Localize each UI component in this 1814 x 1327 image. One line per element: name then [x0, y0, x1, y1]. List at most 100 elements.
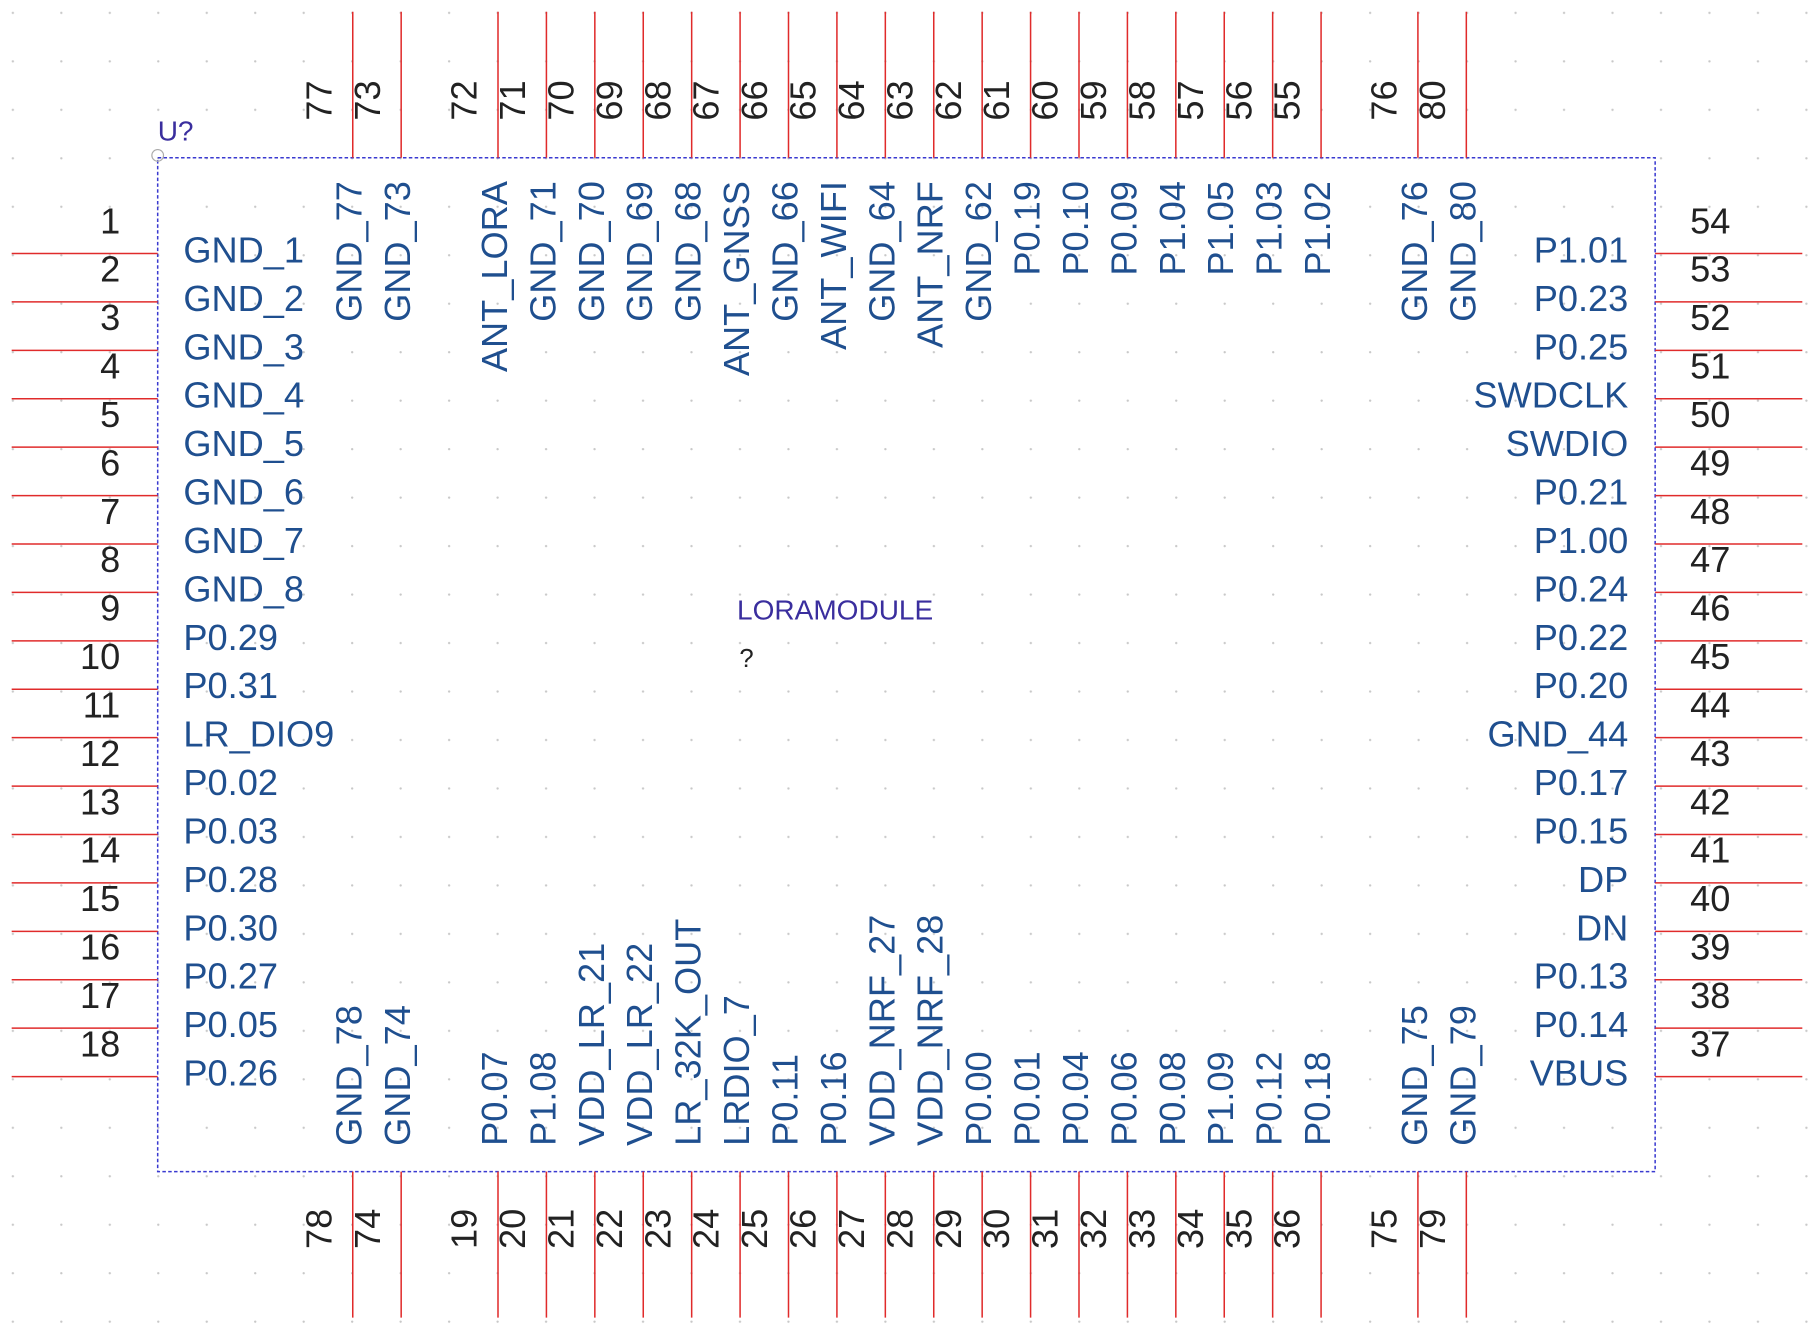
pin-name: P0.02: [183, 762, 278, 803]
pin-number: 72: [444, 80, 485, 120]
pin-name: P1.04: [1152, 181, 1193, 276]
pin-name: P0.05: [183, 1004, 278, 1045]
pin-number: 46: [1690, 588, 1730, 629]
pin-name: P1.05: [1200, 181, 1241, 276]
pin-number: 50: [1690, 394, 1730, 435]
pin-name: GND_7: [183, 520, 304, 561]
pin-name: SWDCLK: [1473, 375, 1628, 416]
pin-name: P0.24: [1534, 568, 1629, 609]
pin-number: 66: [734, 80, 775, 120]
pin-name: P0.29: [183, 617, 278, 658]
pin-name: GND_44: [1487, 714, 1628, 755]
pin-number: 71: [492, 80, 533, 120]
pin-number: 22: [589, 1209, 630, 1249]
pin-name: GND_6: [183, 472, 304, 513]
pin-name: ANT_WIFI: [813, 181, 854, 350]
pin-number: 54: [1690, 200, 1730, 241]
pin-name: P1.00: [1534, 520, 1629, 561]
pin-number: 3: [100, 297, 120, 338]
pin-number: 23: [637, 1209, 678, 1249]
pin-name: P0.22: [1534, 617, 1629, 658]
pin-name: LRDIO_7: [716, 995, 757, 1146]
pin-name: GND_73: [377, 181, 418, 322]
pin-number: 70: [540, 80, 581, 120]
pin-number: 34: [1170, 1209, 1211, 1249]
pin-name: GND_1: [183, 230, 304, 271]
designator: U?: [158, 115, 194, 146]
pin-name: GND_8: [183, 568, 304, 609]
pin-name: P0.00: [958, 1051, 999, 1146]
pin-number: 69: [589, 80, 630, 120]
pin-name: DN: [1576, 907, 1628, 948]
pin-number: 17: [80, 975, 120, 1016]
pin-name: P0.25: [1534, 326, 1629, 367]
pin-number: 56: [1218, 80, 1259, 120]
pin-number: 64: [831, 80, 872, 120]
pin-name: GND_68: [668, 181, 709, 322]
pins: 1 GND_1 2 GND_2 3 GND_3 4 GND_4 5 GND_5 6 GND_6 7 GND…: [11, 11, 1803, 1318]
pin-name: GND_77: [329, 181, 370, 322]
pin-number: 11: [83, 684, 121, 725]
pin-number: 8: [100, 539, 120, 580]
pin-name: GND_66: [764, 181, 805, 322]
pin-number: 28: [879, 1209, 920, 1249]
pin-name: P0.27: [183, 956, 278, 997]
pin-number: 20: [492, 1209, 533, 1249]
pin-number: 35: [1218, 1209, 1259, 1249]
pin-name: VBUS: [1530, 1053, 1629, 1094]
pin-number: 10: [80, 636, 120, 677]
pin-name: LR_DIO9: [183, 714, 334, 755]
pin-name: GND_64: [861, 181, 902, 322]
pin-name: GND_3: [183, 326, 304, 367]
pin-name: LR_32K_OUT: [668, 919, 709, 1146]
pin-name: P0.01: [1007, 1051, 1048, 1146]
pin-number: 77: [298, 80, 339, 120]
pin-name: P0.17: [1534, 762, 1629, 803]
pin-number: 48: [1690, 491, 1730, 532]
pin-number: 45: [1690, 636, 1730, 677]
pin-name: P0.08: [1152, 1051, 1193, 1146]
pin-name: P0.23: [1534, 278, 1629, 319]
origin-marker: [151, 148, 165, 162]
pin-name: P0.13: [1534, 956, 1629, 997]
pin-number: 67: [686, 80, 727, 120]
pin-name: DP: [1578, 859, 1628, 900]
pin-number: 59: [1073, 80, 1114, 120]
pin-number: 41: [1690, 830, 1730, 871]
pin-name: P0.26: [183, 1053, 278, 1094]
pin-number: 51: [1690, 346, 1730, 387]
part-name: LORAMODULE: [737, 594, 933, 625]
pin-number: 38: [1690, 975, 1730, 1016]
pin-name: GND_71: [522, 181, 563, 322]
pin-number: 13: [80, 781, 120, 822]
pin-name: VDD_LR_21: [571, 943, 612, 1146]
pin-number: 12: [80, 733, 120, 774]
pin-number: 15: [80, 878, 120, 919]
pin-name: P1.01: [1534, 230, 1629, 271]
pin-number: 75: [1364, 1209, 1405, 1249]
pin-number: 25: [734, 1209, 775, 1249]
pin-number: 52: [1690, 297, 1730, 338]
pin-number: 65: [783, 80, 824, 120]
pin-number: 79: [1412, 1209, 1453, 1249]
pin-number: 49: [1690, 442, 1730, 483]
pin-number: 6: [100, 442, 120, 483]
pin-name: P0.16: [813, 1051, 854, 1146]
pin-name: P0.18: [1297, 1051, 1338, 1146]
pin-number: 5: [100, 394, 120, 435]
pin-name: VDD_NRF_27: [861, 915, 902, 1146]
pin-name: P0.04: [1055, 1051, 1096, 1146]
pin-number: 76: [1364, 80, 1405, 120]
pin-number: 32: [1073, 1209, 1114, 1249]
pin-name: P0.28: [183, 859, 278, 900]
pin-name: P0.09: [1103, 181, 1144, 276]
pin-name: GND_80: [1442, 181, 1483, 322]
pin-number: 1: [100, 200, 120, 241]
pin-number: 73: [347, 80, 388, 120]
pin-name: P0.15: [1534, 811, 1629, 852]
component-body: [156, 156, 1656, 1173]
pin-number: 63: [879, 80, 920, 120]
pin-name: GND_5: [183, 423, 304, 464]
pin-number: 61: [976, 80, 1017, 120]
